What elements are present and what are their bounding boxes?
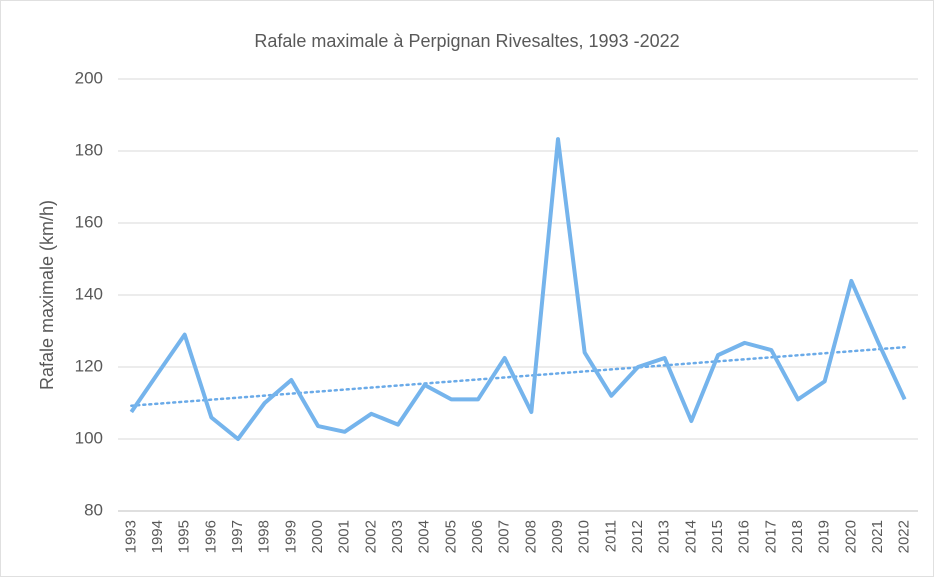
x-tick-label: 2005 (442, 520, 459, 553)
x-tick-label: 1994 (149, 520, 166, 553)
data-line (129, 137, 907, 441)
x-tick-label: 2012 (629, 520, 646, 553)
x-tick-label: 2021 (869, 520, 886, 553)
x-tick-label: 2020 (842, 520, 859, 553)
x-tick-label: 2022 (896, 520, 913, 553)
y-tick-label: 80 (84, 500, 103, 519)
x-tick-label: 2006 (469, 520, 486, 553)
x-tick-label: 2002 (362, 520, 379, 553)
y-tick-label: 160 (75, 212, 103, 231)
y-tick-label: 200 (75, 68, 103, 87)
x-tick-label: 1993 (122, 520, 139, 553)
x-tick-label: 2016 (736, 520, 753, 553)
y-tick-label: 180 (75, 140, 103, 159)
x-tick-label: 2011 (602, 520, 619, 552)
x-tick-label: 1996 (202, 520, 219, 553)
x-tick-label: 2007 (496, 520, 513, 553)
x-tick-label: 2013 (656, 520, 673, 553)
x-tick-label: 2008 (522, 520, 539, 553)
x-tick-label: 2015 (709, 520, 726, 553)
y-tick-label: 100 (75, 428, 103, 447)
x-tick-label: 1998 (256, 520, 273, 553)
x-tick-label: 2009 (549, 520, 566, 553)
x-tick-label: 2018 (789, 520, 806, 553)
x-tick-label: 1999 (282, 520, 299, 553)
chart-title: Rafale maximale à Perpignan Rivesaltes, … (254, 31, 679, 51)
y-axis-label: Rafale maximale (km/h) (37, 200, 57, 390)
x-tick-label: 1997 (229, 520, 246, 553)
x-tick-label: 2004 (416, 520, 433, 553)
x-tick-label: 2001 (336, 520, 353, 553)
x-tick-label: 2019 (816, 520, 833, 553)
x-tick-label: 2000 (309, 520, 326, 553)
y-tick-label: 120 (75, 356, 103, 375)
x-tick-label: 2017 (762, 520, 779, 553)
x-tick-label: 2010 (576, 520, 593, 553)
x-tick-label: 2003 (389, 520, 406, 553)
y-tick-label: 140 (75, 284, 103, 303)
x-tick-label: 1995 (176, 520, 193, 553)
x-tick-label: 2014 (682, 520, 699, 553)
